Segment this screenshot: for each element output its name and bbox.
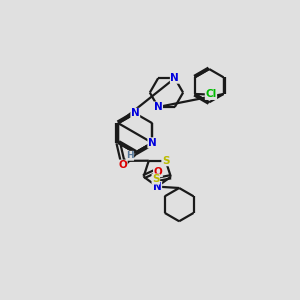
Text: N: N <box>153 182 162 192</box>
Text: S: S <box>152 174 160 184</box>
Text: Cl: Cl <box>205 89 217 99</box>
Text: H: H <box>126 151 134 160</box>
Text: N: N <box>170 73 179 83</box>
Text: O: O <box>118 160 127 170</box>
Text: O: O <box>154 167 162 177</box>
Text: N: N <box>131 108 140 118</box>
Text: N: N <box>148 138 157 148</box>
Text: N: N <box>154 102 163 112</box>
Text: S: S <box>162 156 169 166</box>
